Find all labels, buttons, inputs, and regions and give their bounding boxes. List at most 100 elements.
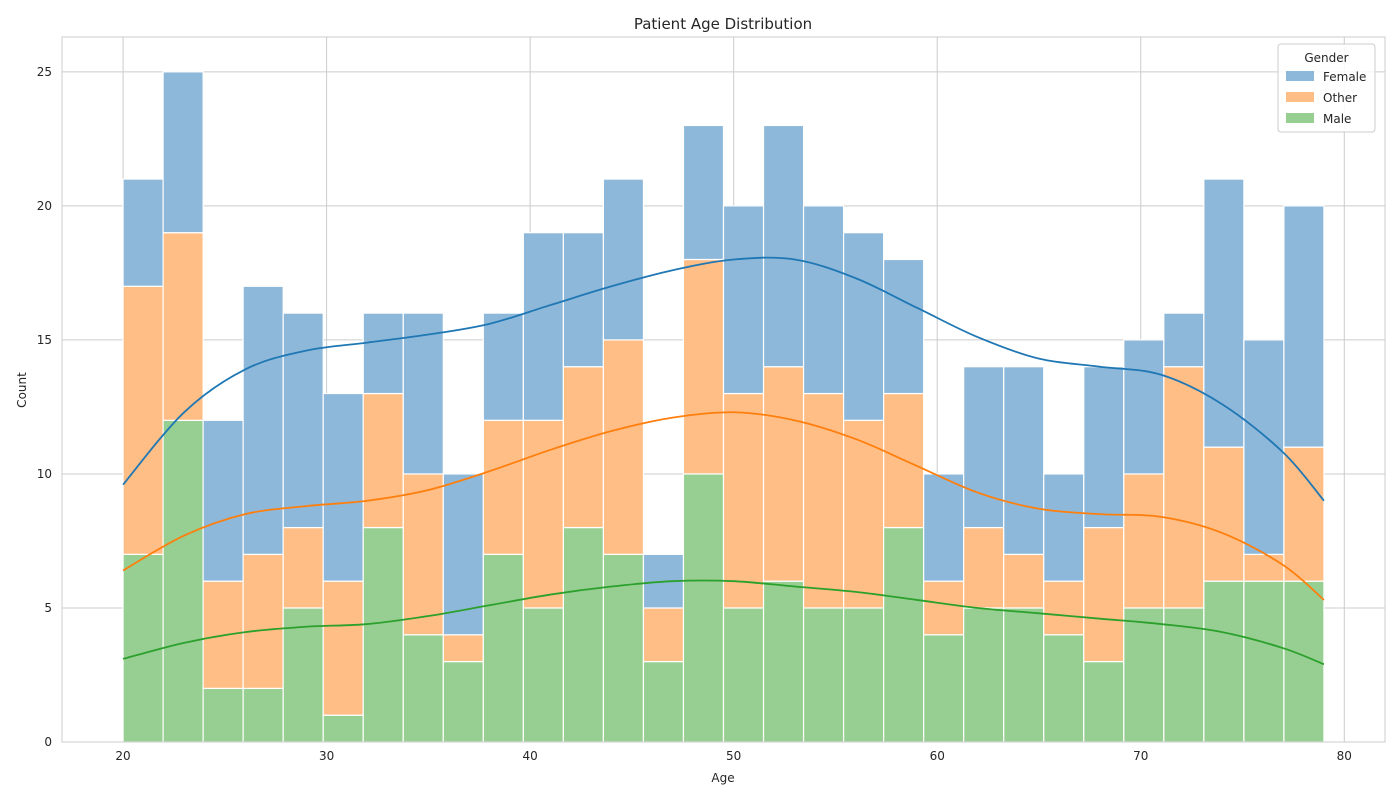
y-tick-label: 25 [37,65,52,79]
bar-male [282,607,324,743]
bar-female [162,71,204,234]
y-axis-label: Count [15,372,29,408]
bar-other [682,258,725,475]
bar-other [162,232,204,421]
x-tick-label: 50 [726,749,741,763]
bar-other [722,392,765,609]
y-tick-label: 20 [37,199,52,213]
bar-other [122,285,164,555]
bar-male [802,607,845,743]
kde-line-female [122,256,1325,502]
bar-male [642,660,685,743]
bar-female [1163,312,1205,368]
bar-female [842,232,885,421]
x-tick-label: 40 [522,749,537,763]
y-tick-label: 10 [37,467,52,481]
bar-male [1243,580,1285,743]
bar-other [642,607,685,663]
bar-female [923,473,965,582]
x-tick-label: 60 [930,749,945,763]
legend-swatch-male [1286,113,1314,123]
bar-other [1163,366,1205,609]
bar-other [842,419,885,609]
bar-female [1203,178,1245,448]
x-tick-label: 80 [1337,749,1352,763]
y-tick-label: 15 [37,333,52,347]
bar-female [963,366,1005,529]
bar-male [362,526,404,743]
bar-female [122,178,164,287]
bar-female [1083,366,1125,529]
x-tick-label: 20 [115,749,130,763]
bar-other [562,366,605,529]
bar-other [402,473,444,636]
bar-other [242,553,284,689]
bar-male [122,553,164,743]
bar-female [1043,473,1085,582]
chart-title: Patient Age Distribution [634,15,812,33]
bar-female [362,312,404,395]
bar-male [842,607,885,743]
legend-label-other: Other [1323,91,1357,105]
bar-female [1003,366,1045,555]
y-tick-label: 5 [44,601,52,615]
kde-line-other [122,411,1325,601]
x-tick-label: 30 [319,749,334,763]
legend-title: Gender [1304,51,1348,65]
kde-curves [122,256,1325,666]
bar-male [522,607,564,743]
bar-other [1003,553,1045,609]
bar-male [322,714,364,743]
legend-label-male: Male [1323,112,1351,126]
bar-male [562,526,605,743]
bar-other [482,419,524,555]
bar-female [682,124,725,261]
bar-male [1043,634,1085,743]
bar-male [402,634,444,743]
bar-female [802,205,845,395]
bar-male [202,687,244,743]
bar-other [1283,446,1325,582]
bar-male [602,553,645,743]
bar-other [963,526,1005,609]
bar-male [1123,607,1165,743]
bar-other [923,580,965,636]
bar-other [362,392,404,529]
bar-other [1123,473,1165,609]
bars [122,71,1325,743]
legend-swatch-female [1286,71,1314,81]
bar-female [522,232,564,421]
bar-other [602,339,645,555]
x-axis-label: Age [711,771,734,785]
legend-swatch-other [1286,92,1314,102]
bar-male [923,634,965,743]
bar-other [522,419,564,609]
bar-female [722,205,765,395]
bar-male [482,553,524,743]
bar-female [1123,339,1165,475]
bar-female [202,419,244,582]
bar-other [802,392,845,609]
y-axis-ticks: 0 5 10 15 20 25 [37,65,52,749]
legend-frame [1277,43,1376,133]
x-axis-ticks: 20 30 40 50 60 70 80 [115,749,1352,763]
bar-male [442,660,484,743]
bar-male [1283,580,1325,743]
bar-female [402,312,444,475]
bar-other [1203,446,1245,582]
x-tick-label: 70 [1133,749,1148,763]
bar-other [1043,580,1085,636]
legend-label-female: Female [1323,70,1366,84]
bar-male [162,419,204,743]
bar-male [1083,660,1125,743]
bar-male [1203,580,1245,743]
bar-female [883,258,925,395]
bar-other [762,366,805,582]
bar-other [1083,526,1125,663]
bar-other [282,526,324,609]
bar-other [322,580,364,716]
bar-female [602,178,645,341]
bar-male [242,687,284,743]
bar-male [963,607,1005,743]
